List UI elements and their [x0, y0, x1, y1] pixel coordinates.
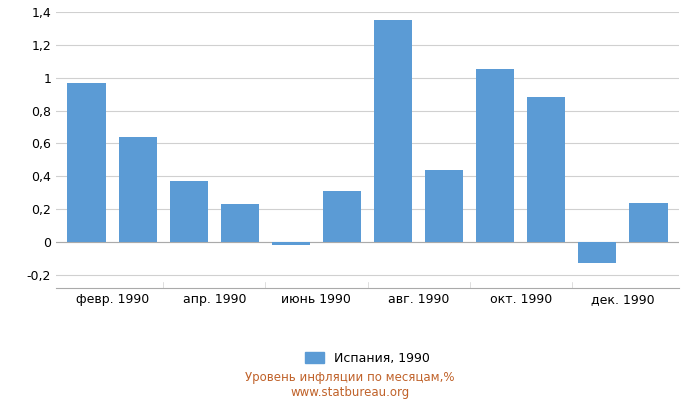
Bar	[527, 98, 566, 242]
Bar	[578, 242, 617, 263]
Bar	[272, 242, 310, 245]
Legend: Испания, 1990: Испания, 1990	[300, 347, 435, 370]
Bar	[476, 70, 514, 242]
Bar	[118, 137, 157, 242]
Text: www.statbureau.org: www.statbureau.org	[290, 386, 410, 399]
Bar	[425, 170, 463, 242]
Bar	[629, 202, 668, 242]
Bar	[220, 204, 259, 242]
Bar	[323, 191, 361, 242]
Bar	[169, 181, 208, 242]
Bar	[374, 20, 412, 242]
Text: Уровень инфляции по месяцам,%: Уровень инфляции по месяцам,%	[245, 372, 455, 384]
Bar	[67, 83, 106, 242]
